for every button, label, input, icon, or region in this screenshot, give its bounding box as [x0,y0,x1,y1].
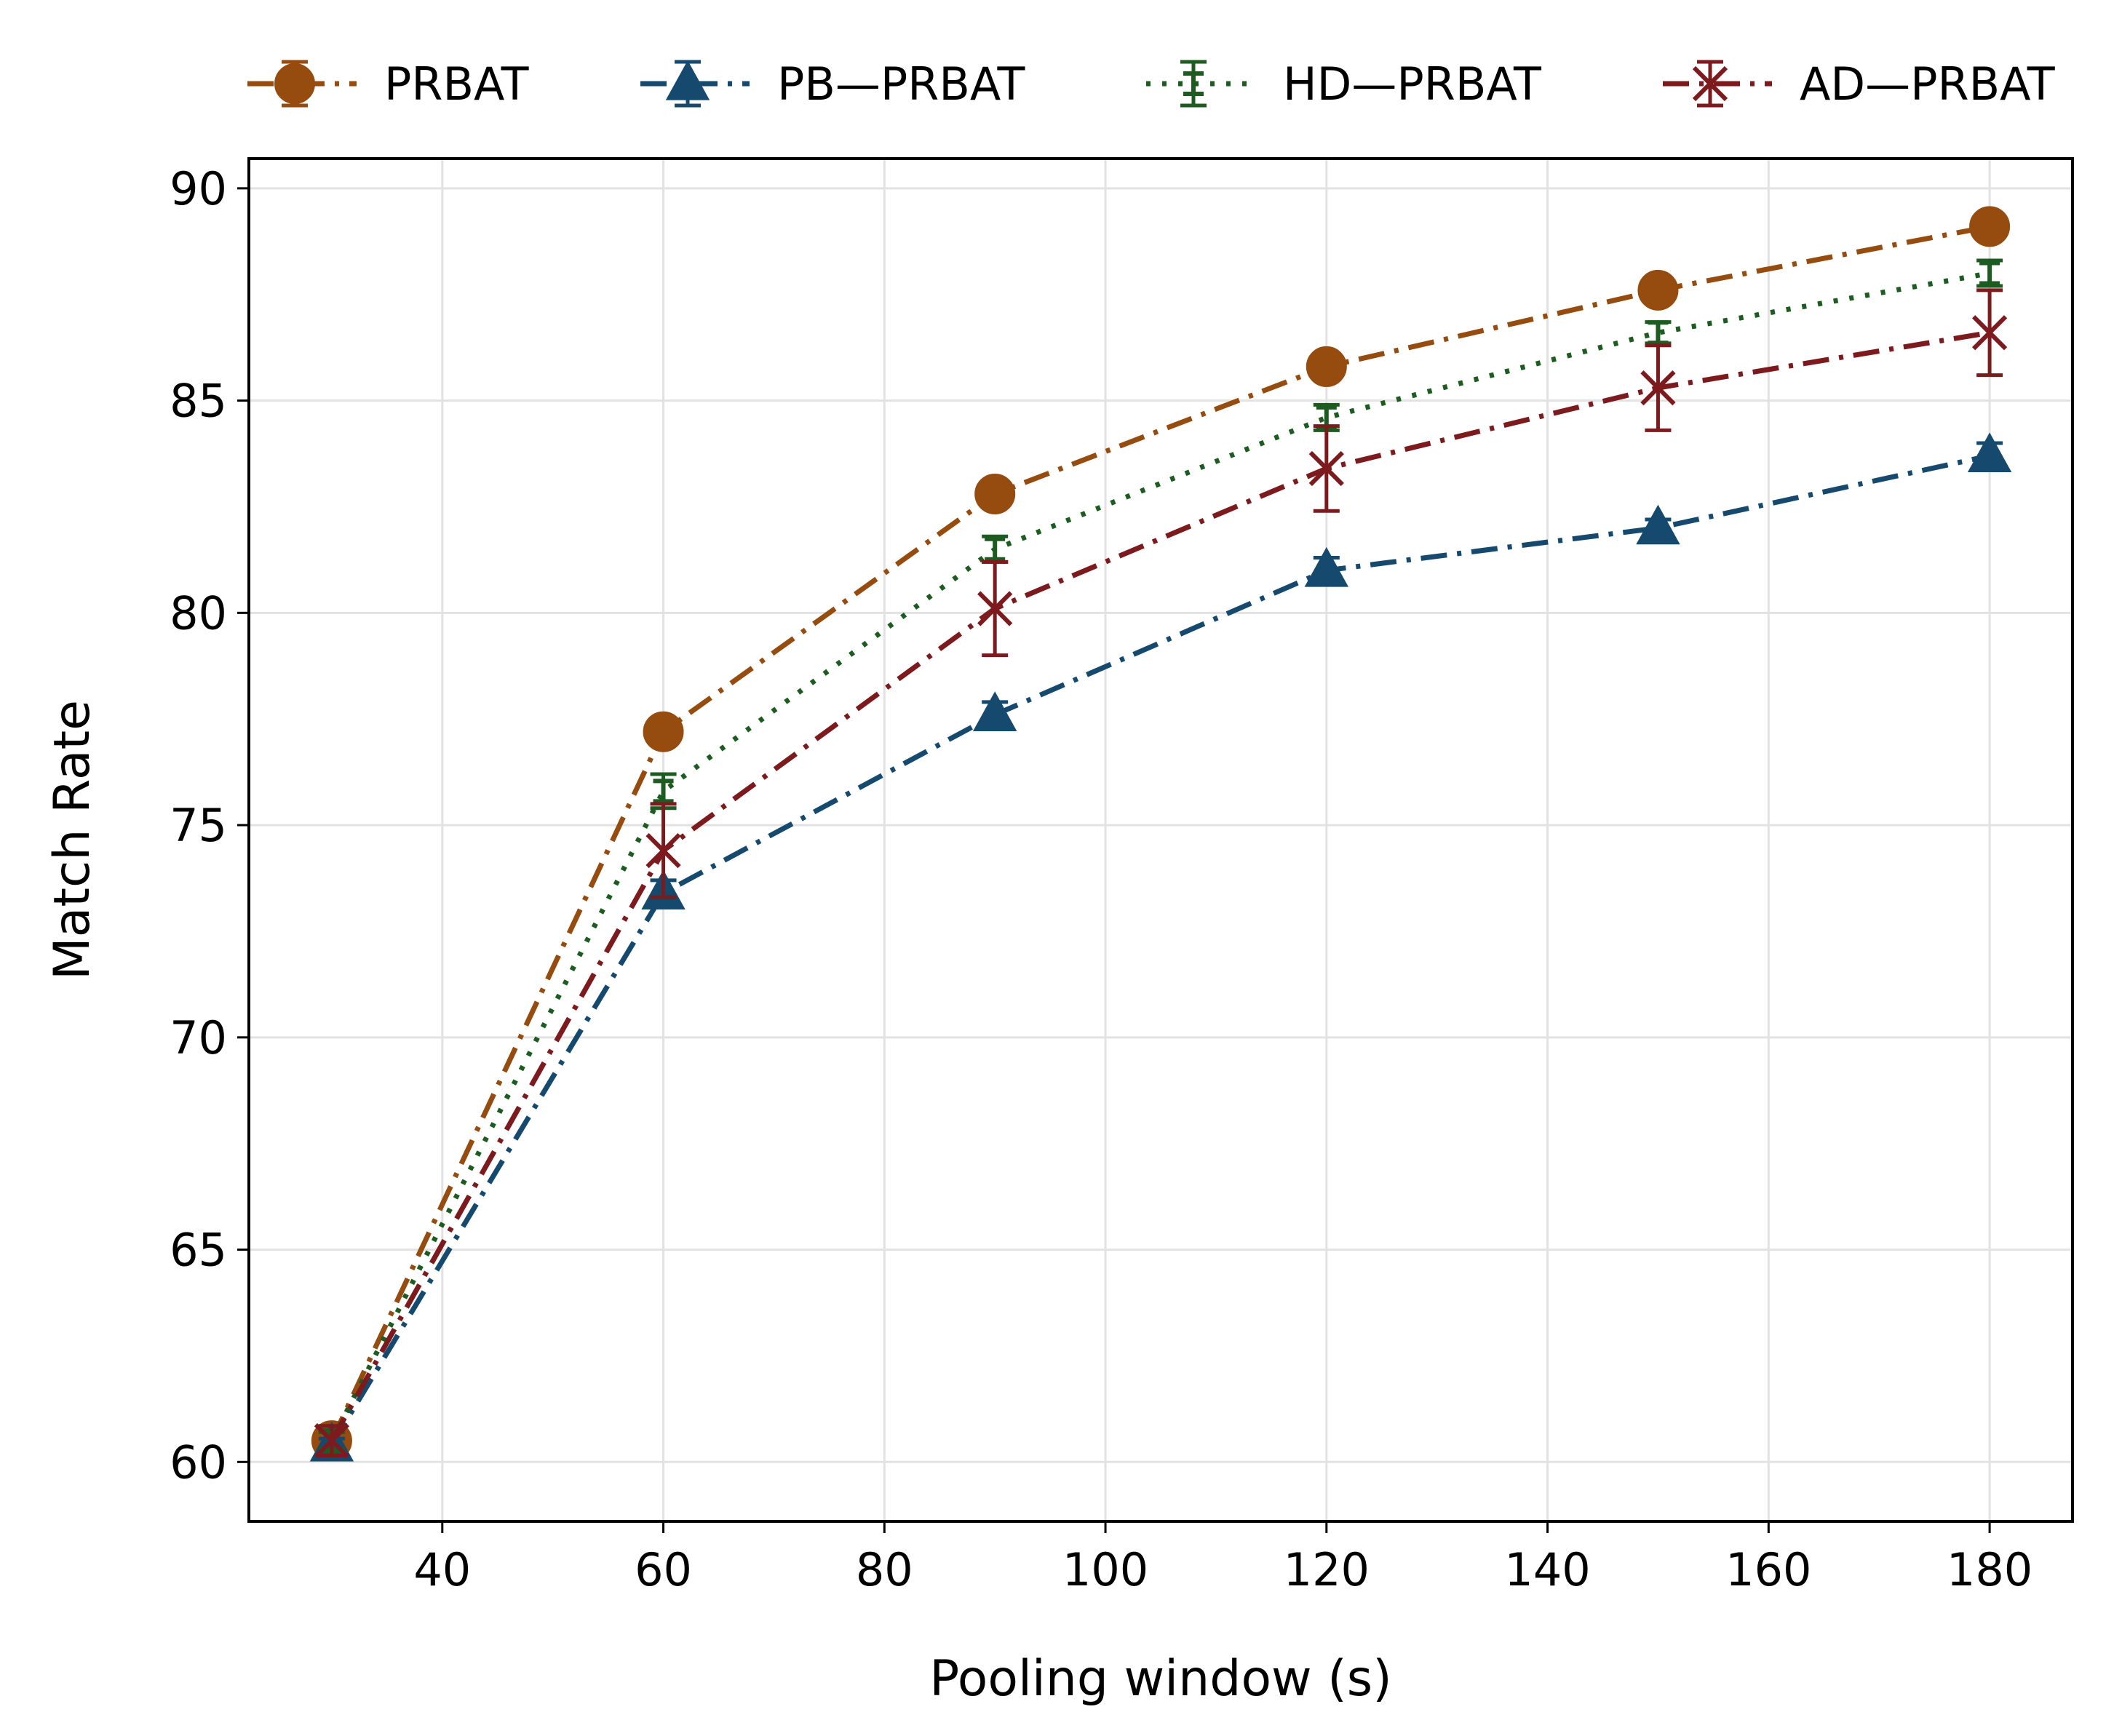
legend-item: PRBAT [247,57,530,111]
x-tick-label: 140 [1504,1543,1590,1596]
y-axis-label: Match Rate [44,700,101,980]
y-tick-label: 85 [170,375,227,428]
x-tick-label: 160 [1725,1543,1811,1596]
data-point-marker [1971,315,2008,351]
data-point-marker [1969,206,2011,247]
series-line [329,271,1990,1442]
y-tick-label: 65 [170,1224,227,1277]
data-point-marker [653,779,674,804]
data-point-marker [1979,260,2000,286]
data-point-marker [1183,71,1204,96]
y-axis: 60 65 70 75 80 85 90 [170,162,249,1489]
data-point-marker [665,60,710,100]
data-point-marker [1636,504,1680,545]
data-point-marker [1640,370,1676,406]
data-point-marker [972,691,1017,731]
y-tick-label: 75 [170,799,227,852]
series-1 [311,206,2011,1462]
series-layer [309,206,2012,1462]
data-point-marker [645,832,681,869]
x-axis-label: Pooling window (s) [929,1650,1392,1708]
legend-item: AD—PRBAT [1663,57,2056,111]
x-tick-label: 100 [1062,1543,1148,1596]
series-3 [318,258,2003,1454]
series-4 [314,288,2008,1459]
x-axis: 40 60 80 100 120 140 160 180 [413,1521,2032,1596]
data-point-marker [977,591,1013,626]
data-point-marker [1306,346,1347,387]
legend-item: HD—PRBAT [1146,57,1542,111]
legend-label: PB—PRBAT [777,57,1026,111]
grid-layer [249,159,2073,1521]
legend-label: HD—PRBAT [1283,57,1542,111]
data-point-marker [314,1423,350,1459]
x-tick-label: 180 [1947,1543,2032,1596]
plot-frame [247,157,2074,1523]
legend-item: PB—PRBAT [640,57,1026,111]
data-point-marker [1308,450,1344,487]
series-line [329,223,1990,1442]
legend: PRBAT PB—PRBAT HD—PRBAT AD—PRBAT [247,57,2056,111]
data-point-marker [1967,432,2012,473]
data-point-marker [1692,65,1728,102]
x-tick-label: 60 [635,1543,692,1596]
data-point-marker [1637,269,1679,311]
series-2 [309,432,2012,1462]
data-point-marker [1304,546,1349,587]
series-line [329,330,1990,1442]
x-tick-label: 40 [413,1543,471,1596]
series-line [329,453,1990,1446]
data-point-marker [643,711,684,752]
data-point-marker [974,473,1016,514]
y-tick-label: 90 [170,162,227,215]
x-tick-label: 80 [856,1543,913,1596]
legend-label: PRBAT [384,57,530,111]
y-tick-label: 70 [170,1011,227,1064]
data-point-marker [985,536,1006,562]
y-tick-label: 80 [170,586,227,640]
y-tick-label: 60 [170,1436,227,1489]
legend-label: AD—PRBAT [1800,57,2056,111]
x-tick-label: 120 [1284,1543,1370,1596]
data-point-marker [274,63,315,104]
data-point-marker [1648,320,1669,346]
